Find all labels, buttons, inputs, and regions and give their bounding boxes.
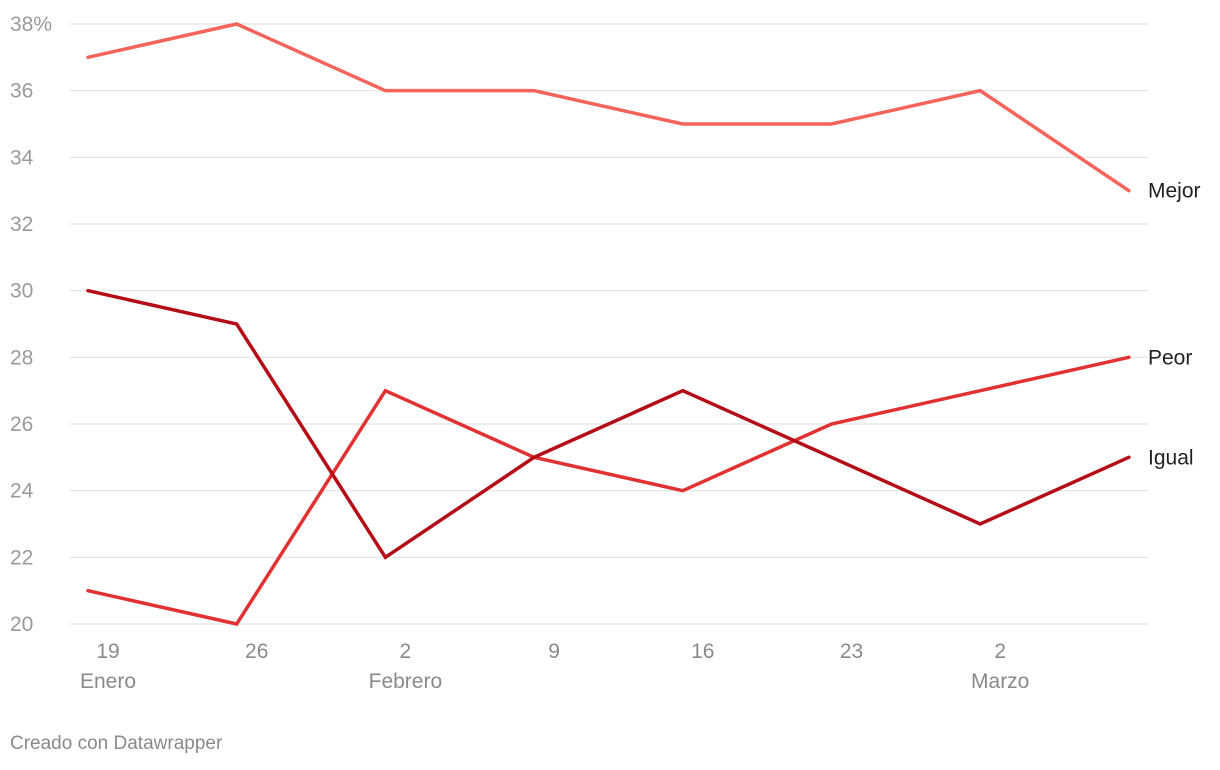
gridlines — [70, 23, 1148, 625]
y-tick-label: 30 — [10, 280, 33, 303]
x-tick-month-label: Enero — [80, 670, 136, 693]
x-tick-label: 19 — [96, 640, 119, 663]
x-tick-label: 9 — [548, 640, 560, 663]
series-label-mejor: Mejor — [1148, 180, 1201, 203]
x-axis-ticks: 19 Enero 26 2 Febrero 9 16 23 2 Marzo — [80, 640, 1029, 693]
y-tick-label: 32 — [10, 213, 33, 236]
x-tick-label: 2 — [994, 640, 1006, 663]
x-tick-label: 26 — [245, 640, 268, 663]
series-label-peor: Peor — [1148, 346, 1192, 369]
y-tick-label: 20 — [10, 613, 33, 636]
series-line-igual — [86, 288, 1131, 560]
x-tick-label: 23 — [840, 640, 863, 663]
x-tick-month-label: Marzo — [971, 670, 1029, 693]
line-chart: 20 22 24 26 28 30 32 34 36 38% 19 Enero 26 2 Febrero 9… — [10, 13, 1201, 693]
x-tick-label: 16 — [691, 640, 714, 663]
y-tick-label: 26 — [10, 413, 33, 436]
credit-text: Creado con Datawrapper — [10, 733, 223, 754]
y-tick-label: 28 — [10, 346, 33, 369]
y-tick-label: 34 — [10, 146, 34, 169]
series-label-igual: Igual — [1148, 446, 1194, 469]
series-line-peor — [86, 355, 1131, 626]
series-line-mejor — [86, 22, 1131, 193]
y-tick-label: 38% — [10, 13, 52, 36]
series-labels: Mejor Peor Igual — [1148, 180, 1201, 470]
y-tick-label: 24 — [10, 480, 34, 503]
y-tick-label: 36 — [10, 80, 33, 103]
y-axis-ticks: 20 22 24 26 28 30 32 34 36 38% — [10, 13, 52, 636]
series-lines — [86, 22, 1131, 626]
x-tick-label: 2 — [400, 640, 412, 663]
y-tick-label: 22 — [10, 546, 33, 569]
x-tick-month-label: Febrero — [369, 670, 443, 693]
